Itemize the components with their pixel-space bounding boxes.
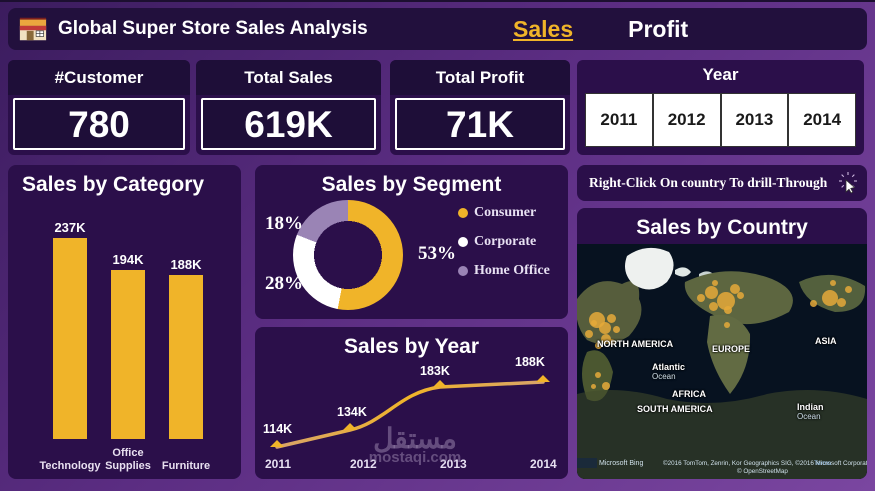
svg-text:© OpenStreetMap: © OpenStreetMap xyxy=(737,467,788,475)
svg-text:Microsoft Bing: Microsoft Bing xyxy=(599,460,643,467)
svg-text:Terms: Terms xyxy=(814,460,831,467)
svg-text:©2016 TomTom, Zenrin, Kor Geog: ©2016 TomTom, Zenrin, Kor Geographics SI… xyxy=(663,459,867,467)
